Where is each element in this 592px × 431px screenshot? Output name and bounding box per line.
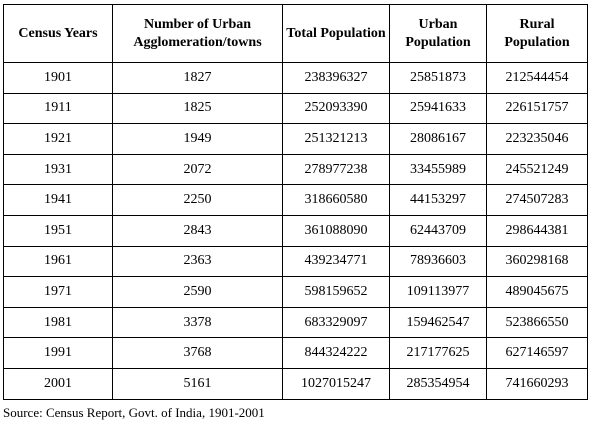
total-population-cell: 439234771 [282,245,390,278]
source-note: Source: Census Report, Govt. of India, 1… [3,405,265,420]
urban-population-cell: 28086167 [389,123,487,155]
table-row: 1901 1827 238396327 25851873 212544454 [3,62,588,94]
urban-population-cell: 25851873 [389,62,487,94]
urban-agglomeration-count-cell: 2363 [112,245,283,278]
total-population-cell: 252093390 [282,92,390,125]
urban-agglomeration-count-cell: 2250 [112,184,283,216]
header-urban-agglomeration-towns: Number of Urban Agglomeration/towns [112,4,283,63]
urban-agglomeration-count-cell: 1825 [112,92,283,125]
rural-population-cell: 523866550 [486,306,588,339]
rural-population-cell: 741660293 [486,367,588,400]
table-header: Census Years Number of Urban Agglomerati… [3,4,588,63]
census-year-cell: 1931 [3,153,113,186]
header-total-population: Total Population [282,4,390,63]
total-population-cell: 598159652 [282,276,390,308]
census-year-cell: 1921 [3,123,113,155]
table-row: 2001 5161 1027015247 285354954 741660293 [3,367,588,400]
urban-population-cell: 285354954 [389,367,487,400]
census-year-cell: 1971 [3,276,113,308]
header-row: Census Years Number of Urban Agglomerati… [3,4,588,63]
table-row: 1921 1949 251321213 28086167 223235046 [3,123,588,155]
urban-population-cell: 33455989 [389,153,487,186]
total-population-cell: 278977238 [282,153,390,186]
total-population-cell: 361088090 [282,214,390,247]
table-row: 1951 2843 361088090 62443709 298644381 [3,214,588,247]
rural-population-cell: 298644381 [486,214,588,247]
rural-population-cell: 360298168 [486,245,588,278]
urban-agglomeration-count-cell: 3768 [112,337,283,369]
total-population-cell: 238396327 [282,62,390,94]
rural-population-cell: 226151757 [486,92,588,125]
census-year-cell: 1941 [3,184,113,216]
census-year-cell: 1911 [3,92,113,125]
census-year-cell: 1951 [3,214,113,247]
census-year-cell: 2001 [3,367,113,400]
rural-population-cell: 212544454 [486,62,588,94]
urban-population-cell: 217177625 [389,337,487,369]
census-year-cell: 1981 [3,306,113,339]
urban-agglomeration-count-cell: 3378 [112,306,283,339]
census-population-table: Census Years Number of Urban Agglomerati… [3,4,588,400]
rural-population-cell: 223235046 [486,123,588,155]
table-row: 1941 2250 318660580 44153297 274507283 [3,184,588,216]
rural-population-cell: 274507283 [486,184,588,216]
total-population-cell: 683329097 [282,306,390,339]
urban-agglomeration-count-cell: 1827 [112,62,283,94]
header-census-years: Census Years [3,4,113,63]
urban-agglomeration-count-cell: 2843 [112,214,283,247]
urban-population-cell: 25941633 [389,92,487,125]
urban-agglomeration-count-cell: 1949 [112,123,283,155]
census-year-cell: 1961 [3,245,113,278]
rural-population-cell: 627146597 [486,337,588,369]
total-population-cell: 844324222 [282,337,390,369]
urban-population-cell: 78936603 [389,245,487,278]
total-population-cell: 1027015247 [282,367,390,400]
table-row: 1931 2072 278977238 33455989 245521249 [3,153,588,186]
table-row: 1971 2590 598159652 109113977 489045675 [3,276,588,308]
table-row: 1961 2363 439234771 78936603 360298168 [3,245,588,278]
rural-population-cell: 245521249 [486,153,588,186]
urban-agglomeration-count-cell: 2590 [112,276,283,308]
table-body: 1901 1827 238396327 25851873 212544454 1911 18… [3,62,588,400]
total-population-cell: 251321213 [282,123,390,155]
total-population-cell: 318660580 [282,184,390,216]
urban-population-cell: 44153297 [389,184,487,216]
urban-population-cell: 62443709 [389,214,487,247]
urban-population-cell: 109113977 [389,276,487,308]
urban-agglomeration-count-cell: 5161 [112,367,283,400]
census-year-cell: 1901 [3,62,113,94]
table-row: 1981 3378 683329097 159462547 523866550 [3,306,588,339]
census-year-cell: 1991 [3,337,113,369]
table-row: 1991 3768 844324222 217177625 627146597 [3,337,588,369]
urban-agglomeration-count-cell: 2072 [112,153,283,186]
rural-population-cell: 489045675 [486,276,588,308]
header-urban-population: Urban Population [389,4,487,63]
table-row: 1911 1825 252093390 25941633 226151757 [3,92,588,125]
header-rural-population: Rural Population [486,4,588,63]
urban-population-cell: 159462547 [389,306,487,339]
